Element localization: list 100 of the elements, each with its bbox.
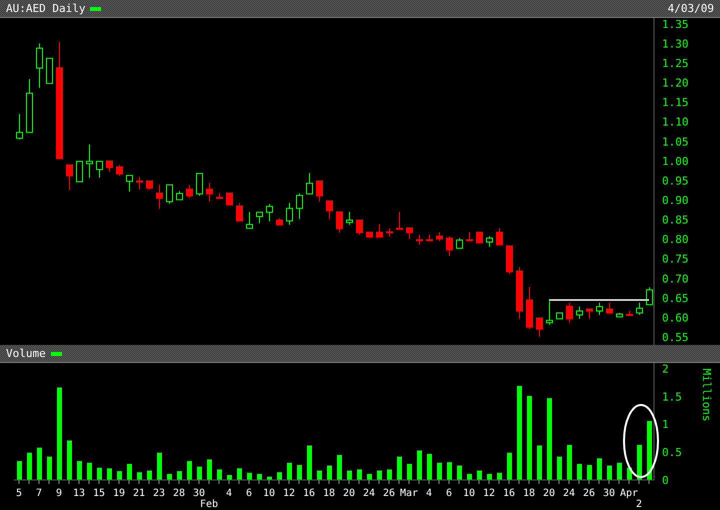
candlestick [106, 160, 113, 172]
x-tick-label: 4 [226, 488, 232, 499]
candlestick [446, 236, 453, 256]
candlestick [596, 302, 603, 316]
bar [67, 440, 72, 480]
y-tick-label: 1.00 [662, 154, 688, 168]
y-tick-label: 1.5 [662, 390, 682, 404]
candlestick [646, 286, 653, 306]
x-tick-label: Feb [200, 499, 218, 510]
candlestick [226, 192, 233, 206]
bar [307, 445, 312, 480]
x-tick-label: 26 [582, 488, 596, 499]
bar [37, 448, 42, 480]
bar [437, 462, 442, 480]
y-tick-label: 0.95 [662, 174, 688, 188]
x-tick-label: 20 [542, 488, 556, 499]
bar [567, 444, 572, 480]
text: 4/03/09 [668, 2, 714, 15]
candlestick [326, 200, 333, 220]
bar [637, 444, 642, 480]
y-axis-title: Millions [700, 368, 714, 422]
x-tick-label: 10 [462, 488, 476, 499]
x-tick-label: 5 [16, 488, 22, 499]
bar [557, 456, 562, 480]
bar [647, 420, 652, 480]
x-tick-label: 23 [152, 488, 166, 499]
candlestick [126, 174, 133, 192]
bar [457, 466, 462, 480]
bar [237, 468, 242, 480]
candlestick [406, 227, 413, 240]
bar [137, 472, 142, 480]
candlestick [536, 317, 543, 338]
y-tick-label: 0.65 [662, 292, 688, 305]
y-tick-label: 0.85 [662, 214, 688, 227]
x-tick-label: 4 [426, 488, 432, 499]
y-tick-label: 0.75 [662, 252, 688, 266]
bar [117, 471, 122, 480]
bar [47, 456, 52, 480]
y-tick-label: 1.20 [662, 76, 688, 90]
y-tick-label: 0.90 [662, 194, 688, 208]
bar [87, 462, 92, 480]
y-tick-label: 1 [662, 418, 669, 432]
bar [177, 471, 182, 480]
y-tick-label: 1.35 [662, 18, 688, 31]
bar [597, 458, 602, 480]
bar [77, 461, 82, 480]
x-tick-label: Mar [400, 488, 418, 499]
candlestick [456, 238, 463, 249]
bar [57, 388, 62, 480]
candlestick [136, 176, 143, 190]
bar [247, 472, 252, 480]
x-tick-label: 16 [302, 488, 316, 499]
bar [207, 459, 212, 480]
legend-label: Volume [6, 347, 47, 360]
candlestick [466, 232, 473, 242]
x-tick-label: 7 [36, 488, 42, 499]
bar [197, 466, 202, 480]
candlestick [316, 180, 323, 202]
candlestick [86, 144, 93, 178]
bar [497, 472, 502, 480]
bar [387, 469, 392, 480]
candlestick [266, 204, 273, 222]
x-tick-label: 19 [112, 488, 126, 499]
y-tick-label: 2 [662, 362, 669, 376]
candlestick [286, 202, 293, 226]
candlestick [606, 302, 613, 314]
y-tick-label: 1.30 [662, 37, 688, 50]
candlestick [236, 202, 243, 222]
bar [287, 462, 292, 480]
x-tick-label: 21 [132, 488, 146, 499]
x-tick-label: 9 [56, 488, 62, 499]
bar [537, 445, 542, 480]
bar [587, 464, 592, 480]
x-tick-label: 16 [502, 488, 516, 499]
bar [157, 452, 162, 480]
candlestick [116, 164, 123, 176]
bar [547, 398, 552, 480]
candlestick [346, 211, 353, 226]
x-tick-label: Apr [620, 488, 638, 499]
y-tick-label: 0.5 [662, 446, 682, 460]
bar [327, 466, 332, 480]
candlestick [356, 220, 363, 236]
bar [427, 454, 432, 480]
x-tick-label: 6 [246, 488, 252, 499]
bar [97, 468, 102, 480]
candlestick [36, 42, 43, 88]
candlestick [576, 306, 583, 320]
bar [107, 468, 112, 480]
x-tick-label: 10 [262, 488, 276, 499]
candlestick [586, 308, 593, 320]
bar [317, 470, 322, 480]
bar [227, 474, 232, 480]
x-tick-label: 28 [172, 488, 186, 499]
candlestick [416, 234, 423, 246]
bar [127, 464, 132, 480]
bar [407, 464, 412, 480]
y-tick-label: 1.25 [662, 56, 688, 70]
x-tick-label: 12 [482, 488, 496, 499]
bar [147, 470, 152, 480]
candlestick [296, 192, 303, 220]
